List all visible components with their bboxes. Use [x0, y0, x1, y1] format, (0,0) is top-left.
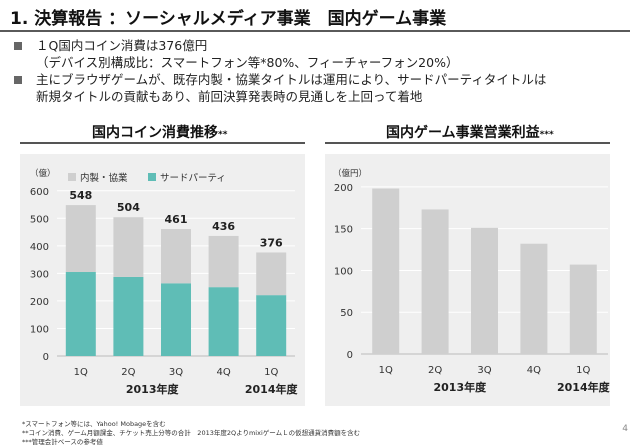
chart2-panel: （億円） 0 50 100 150 200 1Q 2Q 3Q 4Q 1Q 2013年度 2014年度: [325, 154, 610, 406]
page-title: 1. 決算報告 ：ソーシャルメディア事業 国内ゲーム事業: [10, 9, 447, 29]
chart1-title: 国内コイン消費推移**: [92, 125, 228, 141]
chart2-ytick-4: 200: [334, 183, 353, 194]
chart1-panel: （億） 0 100 200 300 400 500 600 548 1Q 504 2Q 461 3Q 436…: [20, 154, 305, 406]
footnote-3: ***管理会計ベースの参考値: [22, 438, 103, 446]
chart2-svg: （億円） 0 50 100 150 200 1Q 2Q 3Q 4Q 1Q 2013年度 2014年度: [333, 168, 610, 394]
chart1-total-label-3: 436: [212, 220, 235, 233]
chart2-bar-2: [471, 227, 498, 354]
bullet-1-line-1: １Q国内コイン消費は376億円: [36, 38, 208, 53]
chart1-total-label-2: 461: [165, 213, 188, 226]
bullet-marker-1: [14, 42, 22, 50]
chart2-year-label-1: 2014年度: [557, 380, 610, 394]
footnote-2: **コイン消費、ゲーム月額課金、チケット売上分等の合計 2013年度2Qよりmi…: [22, 429, 361, 437]
chart1-xtick-0: 1Q: [74, 367, 88, 378]
chart1-title-rule: [20, 142, 305, 144]
chart2-ytick-3: 150: [334, 225, 353, 236]
chart2-ytick-1: 50: [340, 308, 353, 319]
chart2-xtick-4: 1Q: [576, 365, 590, 376]
chart1-year-label-0: 2013年度: [126, 382, 180, 396]
chart1-legend-label-1: 内製・協業: [80, 172, 128, 184]
title-rule: [0, 30, 630, 32]
chart2-xtick-1: 2Q: [428, 365, 442, 376]
chart1-bar-1-4: [256, 252, 287, 296]
chart1-ytick-5: 500: [30, 214, 49, 225]
chart2-bar-0: [372, 188, 400, 354]
bullet-marker-2: [14, 76, 22, 84]
chart1-bar-0-3: [208, 287, 239, 356]
chart1-legend-swatch-0: [148, 173, 156, 181]
chart2-bar-1: [421, 209, 449, 354]
chart1-ytick-0: 0: [43, 352, 49, 363]
bullet-2-line-1: 主にブラウザゲームが、既存内製・協業タイトルは運用により、サードパーティタイトル…: [36, 72, 547, 87]
chart2-xtick-0: 1Q: [379, 365, 393, 376]
page-number: 4: [622, 424, 628, 434]
chart1-bar-0-1: [113, 276, 144, 356]
footnote-1: *スマートフォン等には、Yahoo! Mobageを含む: [22, 420, 166, 428]
chart1-bar-1-2: [161, 229, 191, 284]
chart1-total-label-4: 376: [260, 236, 283, 249]
chart2-xtick-3: 4Q: [527, 365, 541, 376]
chart1-ytick-6: 600: [30, 187, 49, 198]
chart1-xtick-2: 3Q: [169, 367, 183, 378]
chart1-bar-0-0: [65, 272, 96, 356]
chart1-legend-label-0: サードパーティ: [160, 173, 226, 184]
chart1-ytick-3: 300: [30, 269, 49, 280]
chart1-ytick-4: 400: [30, 242, 49, 253]
chart2-xtick-2: 3Q: [477, 365, 491, 376]
chart2-ytick-0: 0: [347, 350, 353, 361]
chart1-bar-0-2: [161, 283, 191, 356]
chart1-ytick-2: 200: [30, 297, 49, 308]
chart2-year-label-0: 2013年度: [433, 380, 487, 394]
chart1-legend-swatch-1: [68, 173, 76, 181]
chart1-svg: （億） 0 100 200 300 400 500 600 548 1Q 504 2Q 461 3Q 436…: [30, 168, 299, 396]
chart2-title: 国内ゲーム事業営業利益***: [386, 125, 554, 141]
chart2-title-rule: [325, 142, 610, 144]
chart1-ytick-1: 100: [30, 324, 49, 335]
chart1-year-label-1: 2014年度: [245, 382, 299, 396]
bullet-2-line-2: 新規タイトルの貢献もあり、前回決算発表時の見通しを上回って着地: [36, 89, 423, 104]
chart1-total-label-1: 504: [117, 201, 140, 214]
chart1-xtick-4: 1Q: [264, 367, 278, 378]
chart1-unit-label: （億）: [30, 168, 56, 179]
chart2-ytick-2: 100: [334, 266, 353, 277]
chart1-xtick-3: 4Q: [216, 367, 230, 378]
chart1-total-label-0: 548: [69, 189, 92, 202]
chart2-bar-3: [520, 243, 548, 354]
chart2-unit-label: （億円）: [333, 168, 367, 179]
chart2-bar-4: [569, 264, 597, 354]
chart1-bar-0-4: [256, 295, 287, 356]
chart1-xtick-1: 2Q: [121, 367, 135, 378]
bullet-1-line-2: （デバイス別構成比：スマートフォン等*80%、フィーチャーフォン20%）: [36, 55, 459, 70]
chart1-bar-1-0: [65, 205, 96, 273]
chart1-bar-1-1: [113, 217, 144, 277]
chart1-bar-1-3: [208, 235, 239, 288]
